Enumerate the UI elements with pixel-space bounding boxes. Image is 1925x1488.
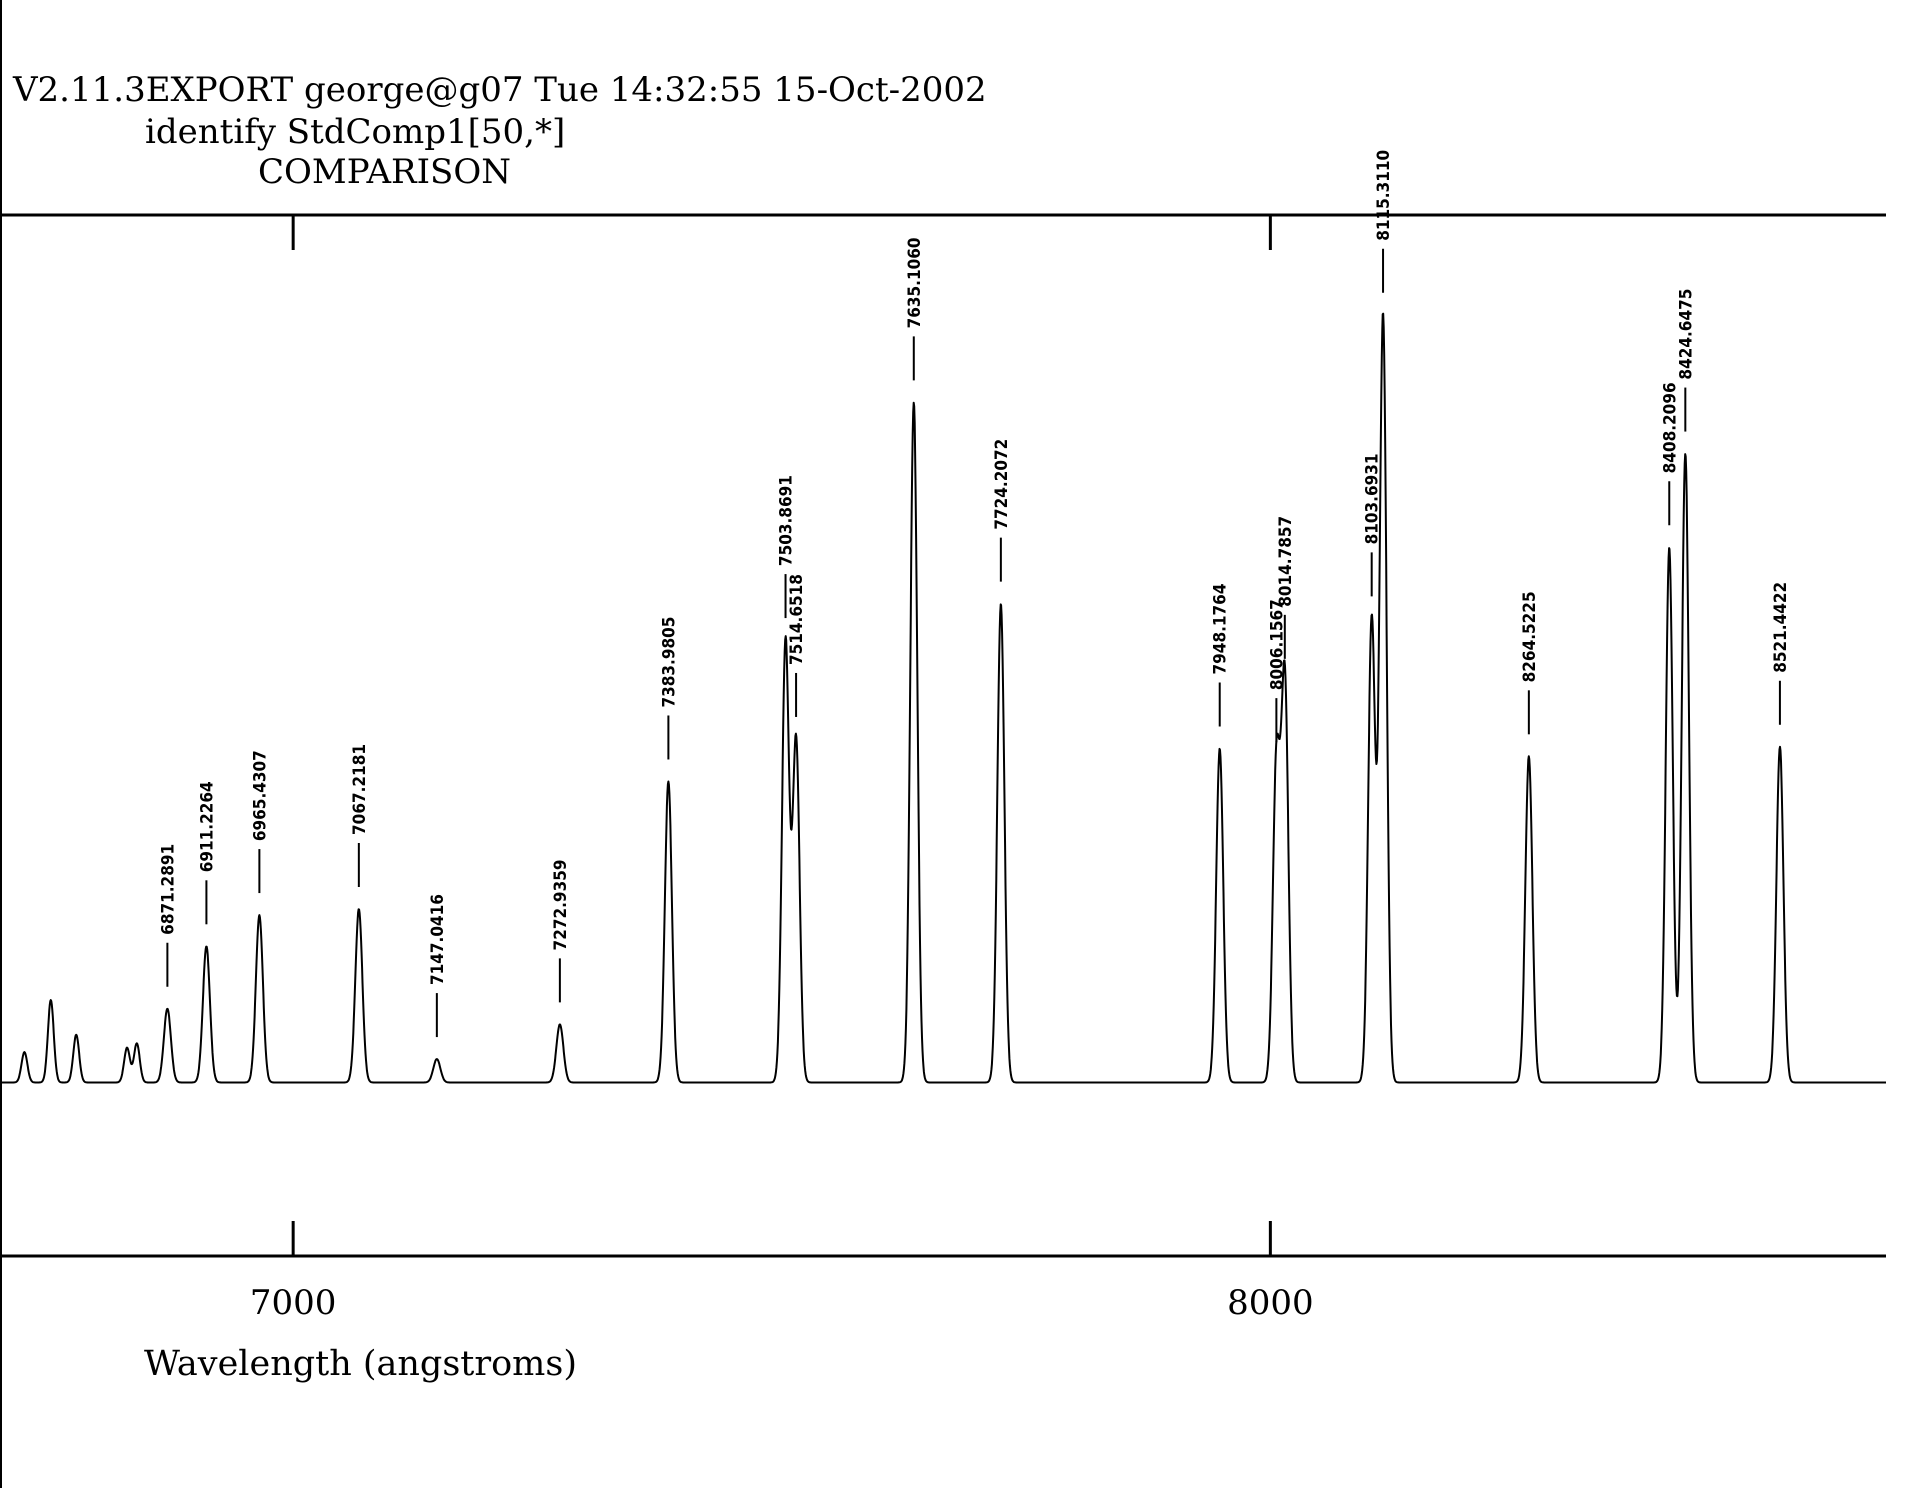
line-label: 8014.7857 (1276, 516, 1296, 607)
line-label: 6911.2264 (197, 781, 217, 872)
line-label: 7067.2181 (350, 744, 370, 835)
line-labels: 6871.2891 6911.2264 6965.4307 7067.2181 7147… (158, 150, 1791, 985)
line-label: 6871.2891 (158, 844, 178, 935)
line-markers (166, 248, 1781, 1038)
line-label: 8115.3110 (1374, 150, 1394, 241)
x-axis-ticks: 7000 8000 (250, 215, 1314, 1323)
line-label: 7724.2072 (992, 439, 1012, 530)
x-axis-label: Wavelength (angstroms) (144, 1344, 577, 1384)
line-label: 7503.8691 (776, 475, 796, 566)
line-label: 8103.6931 (1363, 453, 1383, 544)
line-label: 8006.1567 (1267, 599, 1287, 690)
line-label: 7514.6518 (787, 574, 807, 665)
spectrum-line (0, 312, 1887, 1084)
line-label: 7948.1764 (1211, 584, 1231, 675)
x-tick-label: 7000 (250, 1283, 337, 1323)
line-label: 7383.9805 (659, 617, 679, 708)
line-label: 8424.6475 (1676, 289, 1696, 380)
line-label: 7635.1060 (905, 237, 925, 328)
line-label: 8521.4422 (1771, 582, 1791, 673)
line-label: 8408.2096 (1660, 382, 1680, 473)
header-line-1: V2.11.3EXPORT george@g07 Tue 14:32:55 15… (12, 70, 987, 110)
line-label: 7147.0416 (428, 894, 448, 985)
header-line-2: identify StdComp1[50,*] (145, 112, 565, 152)
line-label: 6965.4307 (250, 750, 270, 841)
line-label: 8264.5225 (1520, 591, 1540, 682)
chart-title: COMPARISON (258, 152, 511, 192)
x-tick-label: 8000 (1227, 1283, 1314, 1323)
line-label: 7272.9359 (551, 859, 571, 950)
